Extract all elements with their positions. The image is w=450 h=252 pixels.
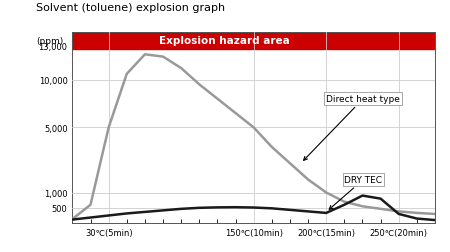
Text: Direct heat type: Direct heat type	[304, 95, 400, 161]
Text: Solvent (toluene) explosion graph: Solvent (toluene) explosion graph	[36, 3, 225, 13]
Text: (ppm): (ppm)	[36, 36, 63, 45]
Text: Explosion hazard area: Explosion hazard area	[159, 36, 290, 46]
Bar	[72, 33, 435, 49]
Text: DRY TEC: DRY TEC	[329, 175, 382, 209]
